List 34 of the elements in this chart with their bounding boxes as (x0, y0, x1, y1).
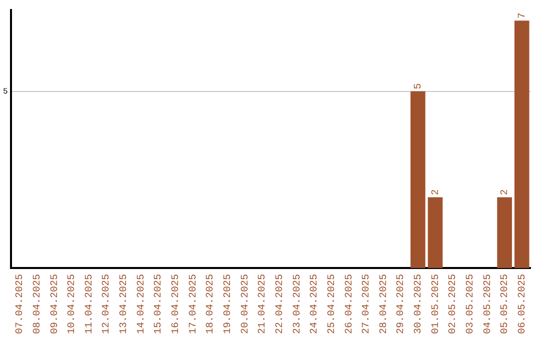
x-tick-label: 26.04.2025 (344, 274, 356, 334)
x-tick-label: 09.04.2025 (50, 274, 61, 334)
data-label: 2 (500, 189, 512, 196)
x-tick-label: 13.04.2025 (119, 274, 130, 334)
x-tick-label: 07.04.2025 (15, 274, 26, 334)
x-tick-label: 03.05.2025 (466, 274, 477, 334)
x-tick-label: 22.04.2025 (274, 274, 286, 334)
x-tick-label: 18.04.2025 (206, 274, 217, 334)
x-tick-label: 16.04.2025 (171, 274, 182, 334)
x-tick-label: 08.04.2025 (32, 274, 44, 334)
x-tick-label: 25.04.2025 (326, 274, 338, 334)
x-tick-label: 19.04.2025 (222, 274, 234, 334)
x-tick-label: 24.04.2025 (310, 274, 321, 334)
data-label: 2 (430, 189, 442, 196)
x-tick-label: 01.05.2025 (430, 274, 442, 334)
x-tick-label: 21.04.2025 (258, 274, 269, 334)
x-tick-label: 10.04.2025 (67, 274, 78, 334)
x-tick-label: 27.04.2025 (362, 274, 373, 334)
x-tick-label: 23.04.2025 (292, 274, 304, 334)
x-tick-label: 02.05.2025 (448, 274, 460, 334)
x-tick-label: 30.04.2025 (414, 274, 425, 334)
x-tick-label: 05.05.2025 (500, 274, 512, 334)
x-tick-label: 04.05.2025 (482, 274, 494, 334)
data-label: 7 (518, 12, 529, 19)
x-tick-label: 17.04.2025 (188, 274, 200, 334)
x-tick-label: 12.04.2025 (102, 274, 113, 334)
x-tick-label: 28.04.2025 (378, 274, 390, 334)
x-tick-label: 14.04.2025 (136, 274, 148, 334)
x-tick-label: 29.04.2025 (396, 274, 408, 334)
x-tick-label: 20.04.2025 (240, 274, 252, 334)
x-tick-label: 11.04.2025 (84, 274, 96, 334)
x-tick-label: 15.04.2025 (154, 274, 165, 334)
data-label: 5 (414, 83, 425, 90)
x-tick-label: 06.05.2025 (518, 274, 529, 334)
